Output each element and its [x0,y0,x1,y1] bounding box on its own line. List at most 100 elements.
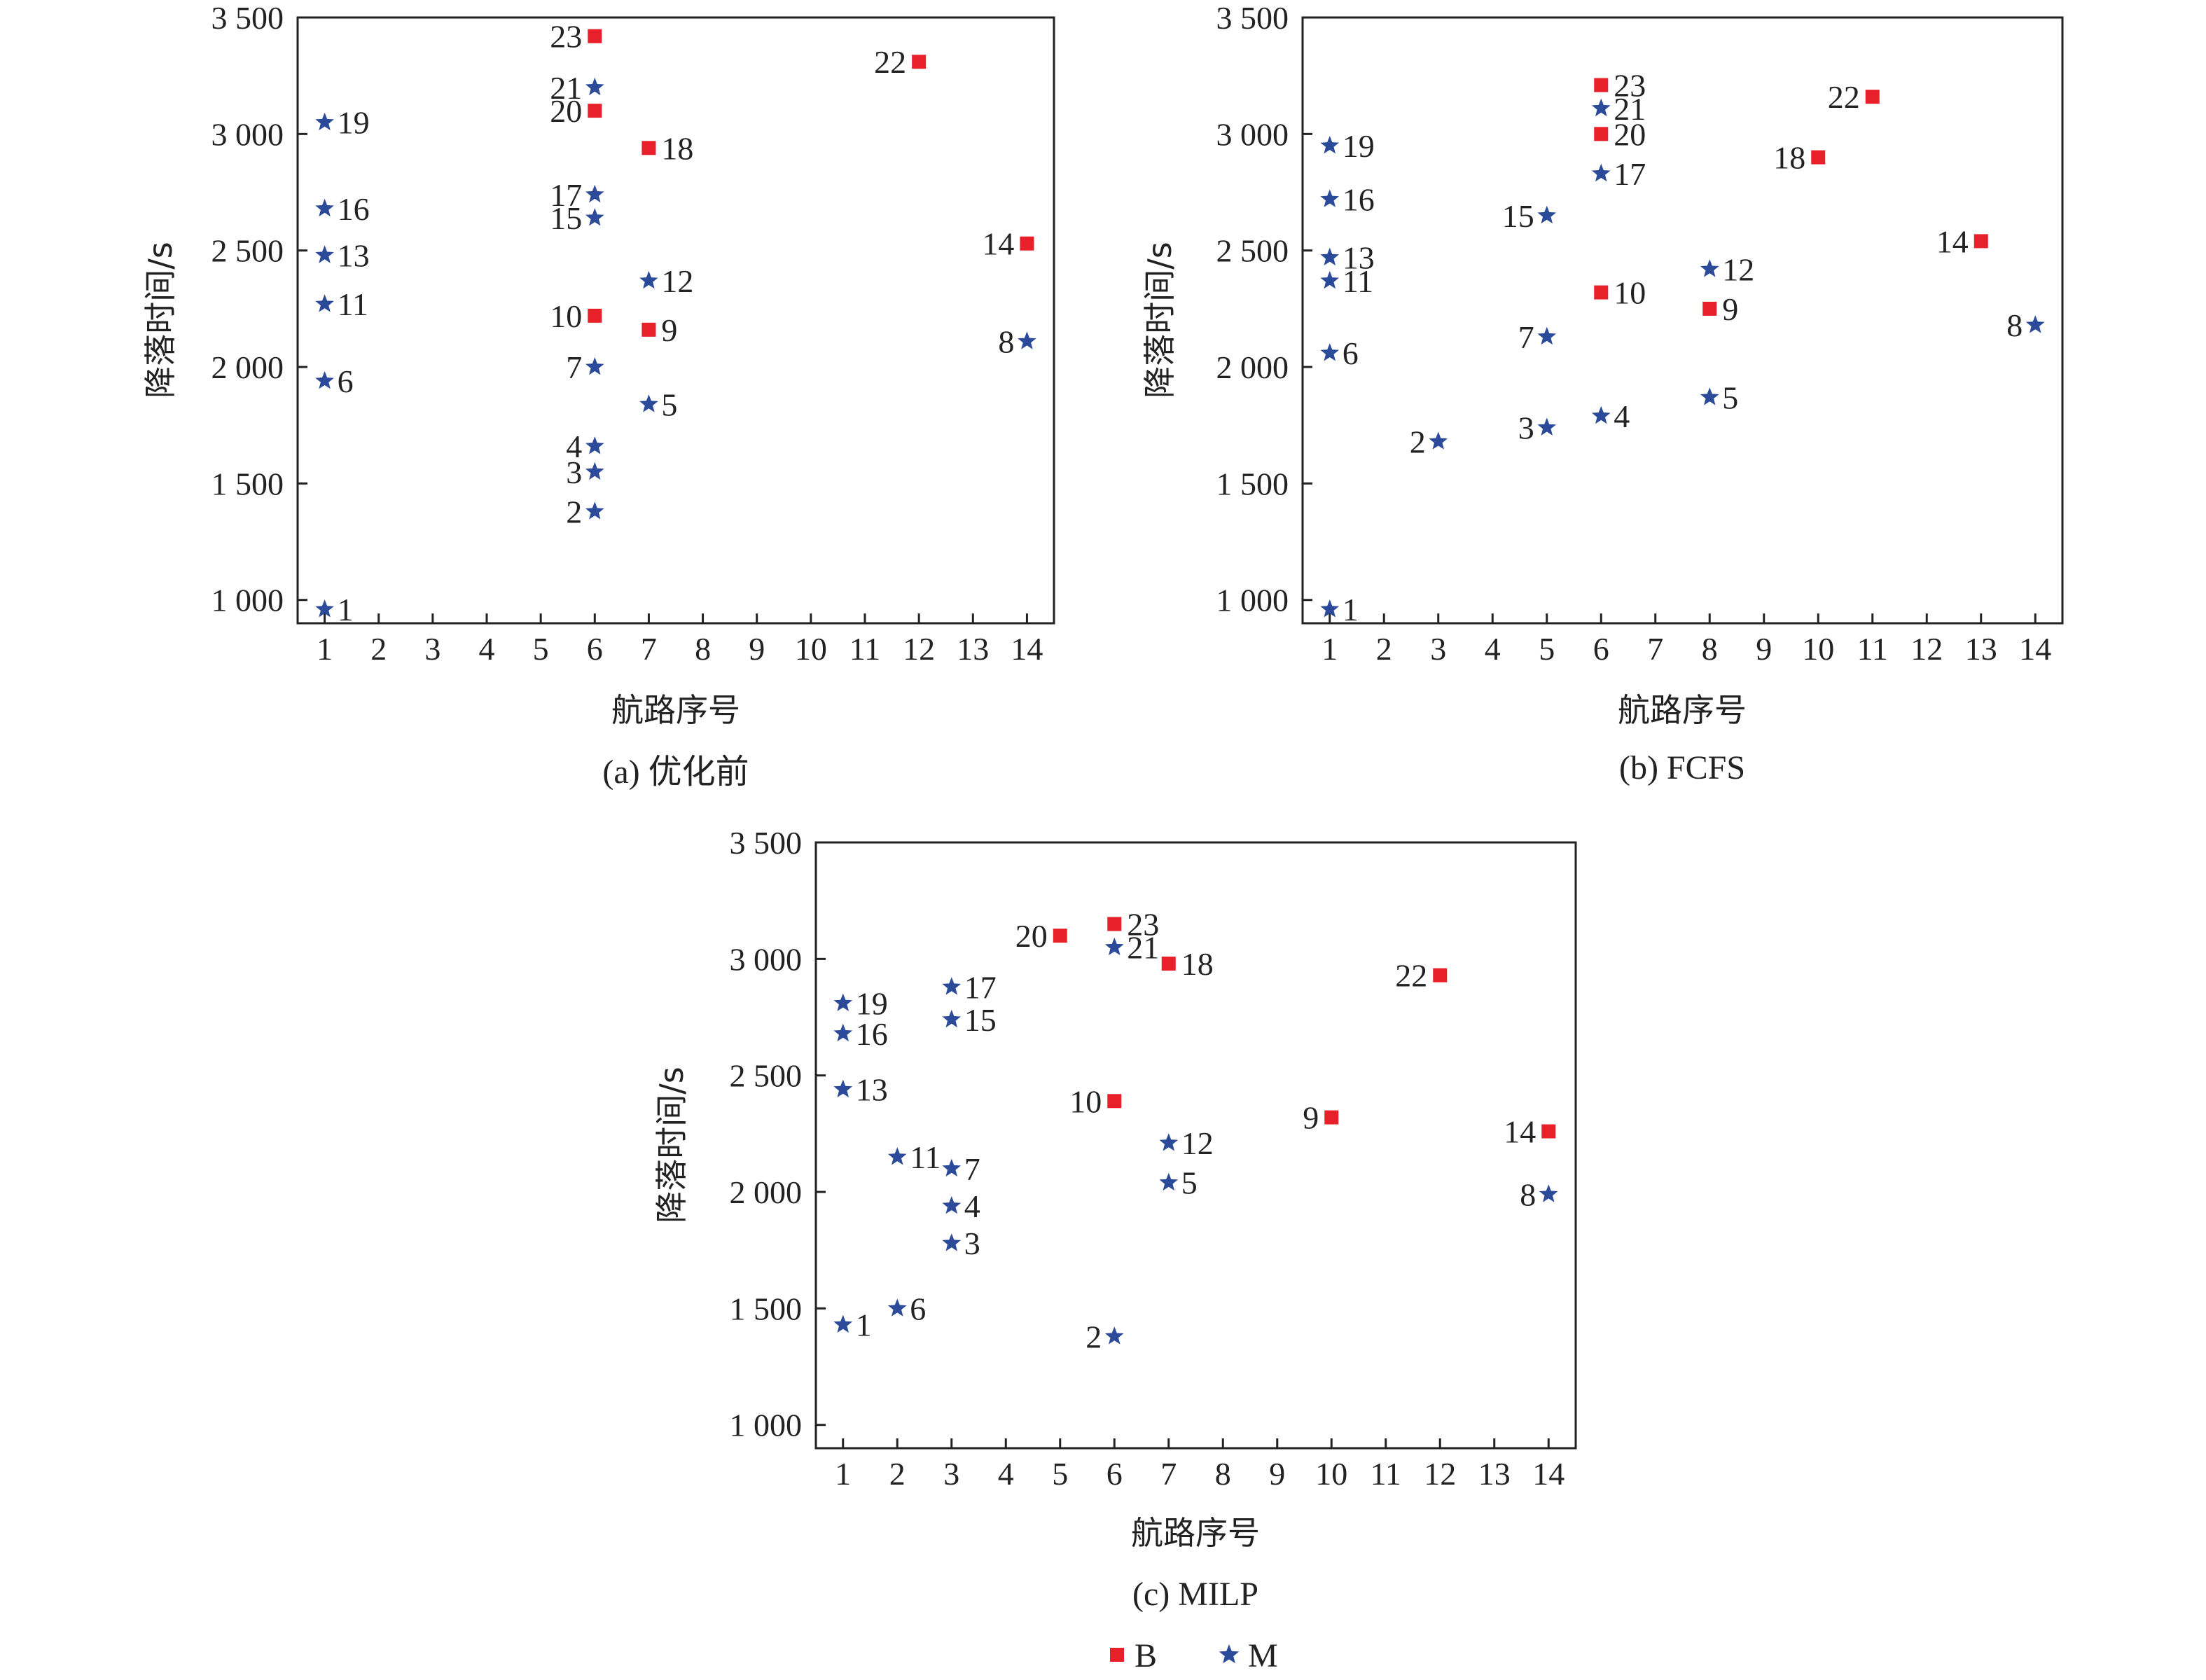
legend: B M [1110,1637,1278,1674]
panel-c-ytick-label: 1 500 [730,1291,803,1326]
panel-a-ytick-label: 1 000 [211,583,284,618]
point-marker-m [1320,343,1340,361]
panel-c-ytick-label: 2 000 [730,1174,803,1210]
panel-c-ytick-label: 1 000 [730,1408,803,1443]
point-marker-b [1020,236,1034,251]
point-marker-m [1320,189,1340,207]
point-label: 1 [1343,592,1359,627]
point-label: 7 [566,349,582,385]
point-label: 7 [964,1151,980,1187]
panel-c-xtick-label: 14 [1532,1456,1565,1492]
point-label: 20 [1614,116,1646,152]
point-label: 14 [1504,1114,1536,1150]
point-marker-b [641,322,656,337]
point-marker-m [1537,417,1557,436]
panel-b-ytick-label: 3 000 [1216,116,1289,152]
point-marker-m [942,1009,962,1028]
point-label: 4 [566,429,582,464]
point-label: 18 [661,130,693,166]
point-label: 15 [550,200,582,236]
panel-a-ytick-label: 3 000 [211,116,284,152]
point-label: 22 [1828,79,1860,115]
point-marker-m [1104,1326,1124,1345]
point-label: 15 [1502,198,1534,234]
panel-a-plot-frame [296,16,1055,625]
point-marker-m [1700,387,1719,405]
panel-c-ytick-label: 3 000 [730,941,803,977]
panel-b-xtick-label: 9 [1756,631,1772,667]
point-marker-m [942,1158,962,1177]
point-label: 1 [856,1307,872,1343]
panel-a-xtick-label: 3 [424,631,440,667]
point-label: 20 [1015,918,1048,954]
point-label: 8 [2006,307,2023,343]
point-marker-b [588,29,602,43]
panel-a-xtick-label: 5 [533,631,549,667]
panel-c-ytick-label: 2 500 [730,1058,803,1094]
panel-c-xtick-label: 1 [835,1456,851,1492]
panel-c-xtick-label: 12 [1424,1456,1456,1492]
panel-c-xtick-label: 6 [1107,1456,1123,1492]
panel-a-xtick-label: 2 [370,631,387,667]
panel-c-xlabel: 航路序号 [1131,1514,1260,1552]
point-label: 3 [566,454,582,490]
panel-a-xtick-label: 4 [479,631,495,667]
panel-a-ytick-label: 2 500 [211,233,284,269]
panel-b-xtick-label: 4 [1485,631,1501,667]
point-marker-b [1433,968,1448,983]
point-label: 6 [910,1291,926,1326]
point-label: 17 [964,969,997,1005]
panel-a-ytick-label: 1 500 [211,466,284,501]
point-label: 16 [1343,182,1375,218]
point-marker-m [1320,247,1340,265]
panel-a-caption: (a) 优化前 [602,754,749,791]
point-label: 9 [661,312,677,348]
panel-c-xtick-label: 9 [1269,1456,1285,1492]
legend-label-b: B [1135,1637,1157,1674]
panel-b-xtick-label: 12 [1910,631,1943,667]
panel-c-xtick-label: 8 [1215,1456,1231,1492]
panel-b-ytick-label: 1 000 [1216,583,1289,618]
point-marker-m [942,977,962,995]
point-label: 12 [1181,1125,1214,1161]
point-label: 17 [550,177,582,213]
point-label: 4 [1614,398,1630,434]
panel-a-xlabel: 航路序号 [611,691,740,729]
point-marker-b [1161,957,1176,971]
panel-c-xtick-label: 13 [1478,1456,1511,1492]
point-marker-m [315,294,334,312]
point-label: 19 [1343,128,1375,164]
panel-b-xlabel: 航路序号 [1618,691,1747,729]
point-label: 1 [338,592,354,627]
panel-a-xtick-label: 6 [587,631,603,667]
point-marker-b [1324,1110,1339,1125]
panel-c-xtick-label: 4 [998,1456,1014,1492]
panel-a-ytick-label: 3 500 [211,0,284,36]
point-label: 13 [856,1072,888,1108]
panel-b-xtick-label: 7 [1647,631,1663,667]
point-label: 18 [1181,946,1214,982]
point-marker-b [1973,234,1988,249]
point-label: 20 [550,93,582,129]
point-label: 3 [1518,410,1534,446]
point-label: 11 [910,1139,941,1175]
point-label: 9 [1722,291,1738,327]
point-marker-m [887,1147,907,1165]
legend-marker-m [1219,1644,1240,1664]
point-label: 10 [1614,275,1646,311]
point-marker-m [315,112,334,130]
point-marker-m [1539,1184,1558,1202]
point-label: 8 [1520,1176,1536,1212]
panel-c-plot-frame [814,841,1577,1450]
panel-b-ytick-label: 1 500 [1216,466,1289,501]
point-label: 13 [1343,240,1375,276]
point-label: 5 [661,387,677,422]
point-label: 2 [566,494,582,529]
point-marker-m [1591,163,1611,182]
point-marker-b [641,141,656,155]
panel-a-xtick-label: 14 [1011,631,1043,667]
